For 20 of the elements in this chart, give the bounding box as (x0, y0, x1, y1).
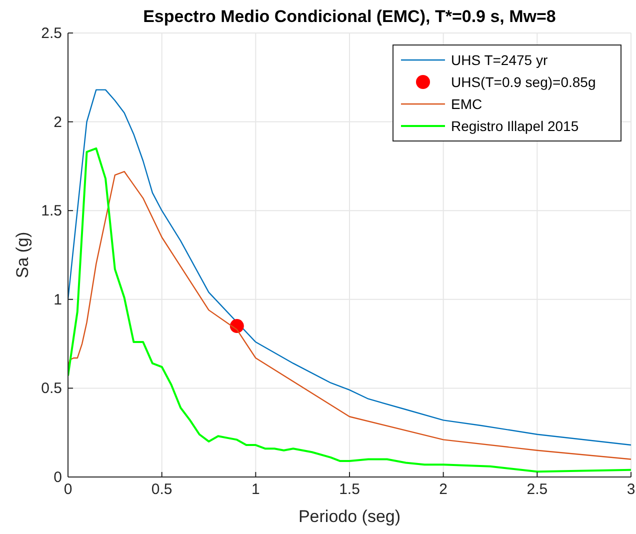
x-axis-title: Periodo (seg) (298, 507, 401, 526)
y-axis-title: Sa (g) (13, 232, 32, 278)
legend-label: EMC (451, 96, 482, 112)
y-tick-label: 0 (54, 469, 62, 486)
x-tick-label: 2.5 (526, 481, 548, 498)
y-tick-label: 1.5 (41, 202, 62, 220)
x-tick-label: 1.5 (339, 481, 360, 498)
x-tick-label: 1 (251, 481, 260, 498)
chart-title: Espectro Medio Condicional (EMC), T*=0.9 s, Mw=8 (143, 7, 556, 26)
x-tick-label: 3 (626, 481, 636, 498)
x-tick-label: 0.5 (151, 481, 172, 498)
y-tick-label: 2 (54, 114, 62, 131)
y-tick-label: 1 (54, 291, 62, 308)
legend-label: UHS T=2475 yr (451, 52, 548, 68)
y-tick-label: 2.5 (41, 25, 62, 42)
y-tick-label: 0.5 (41, 380, 62, 398)
legend-label: UHS(T=0.9 seg)=0.85g (451, 74, 596, 90)
line-series (68, 89, 632, 446)
x-tick-label: 2 (439, 481, 448, 498)
legend-label: Registro Illapel 2015 (451, 118, 579, 134)
